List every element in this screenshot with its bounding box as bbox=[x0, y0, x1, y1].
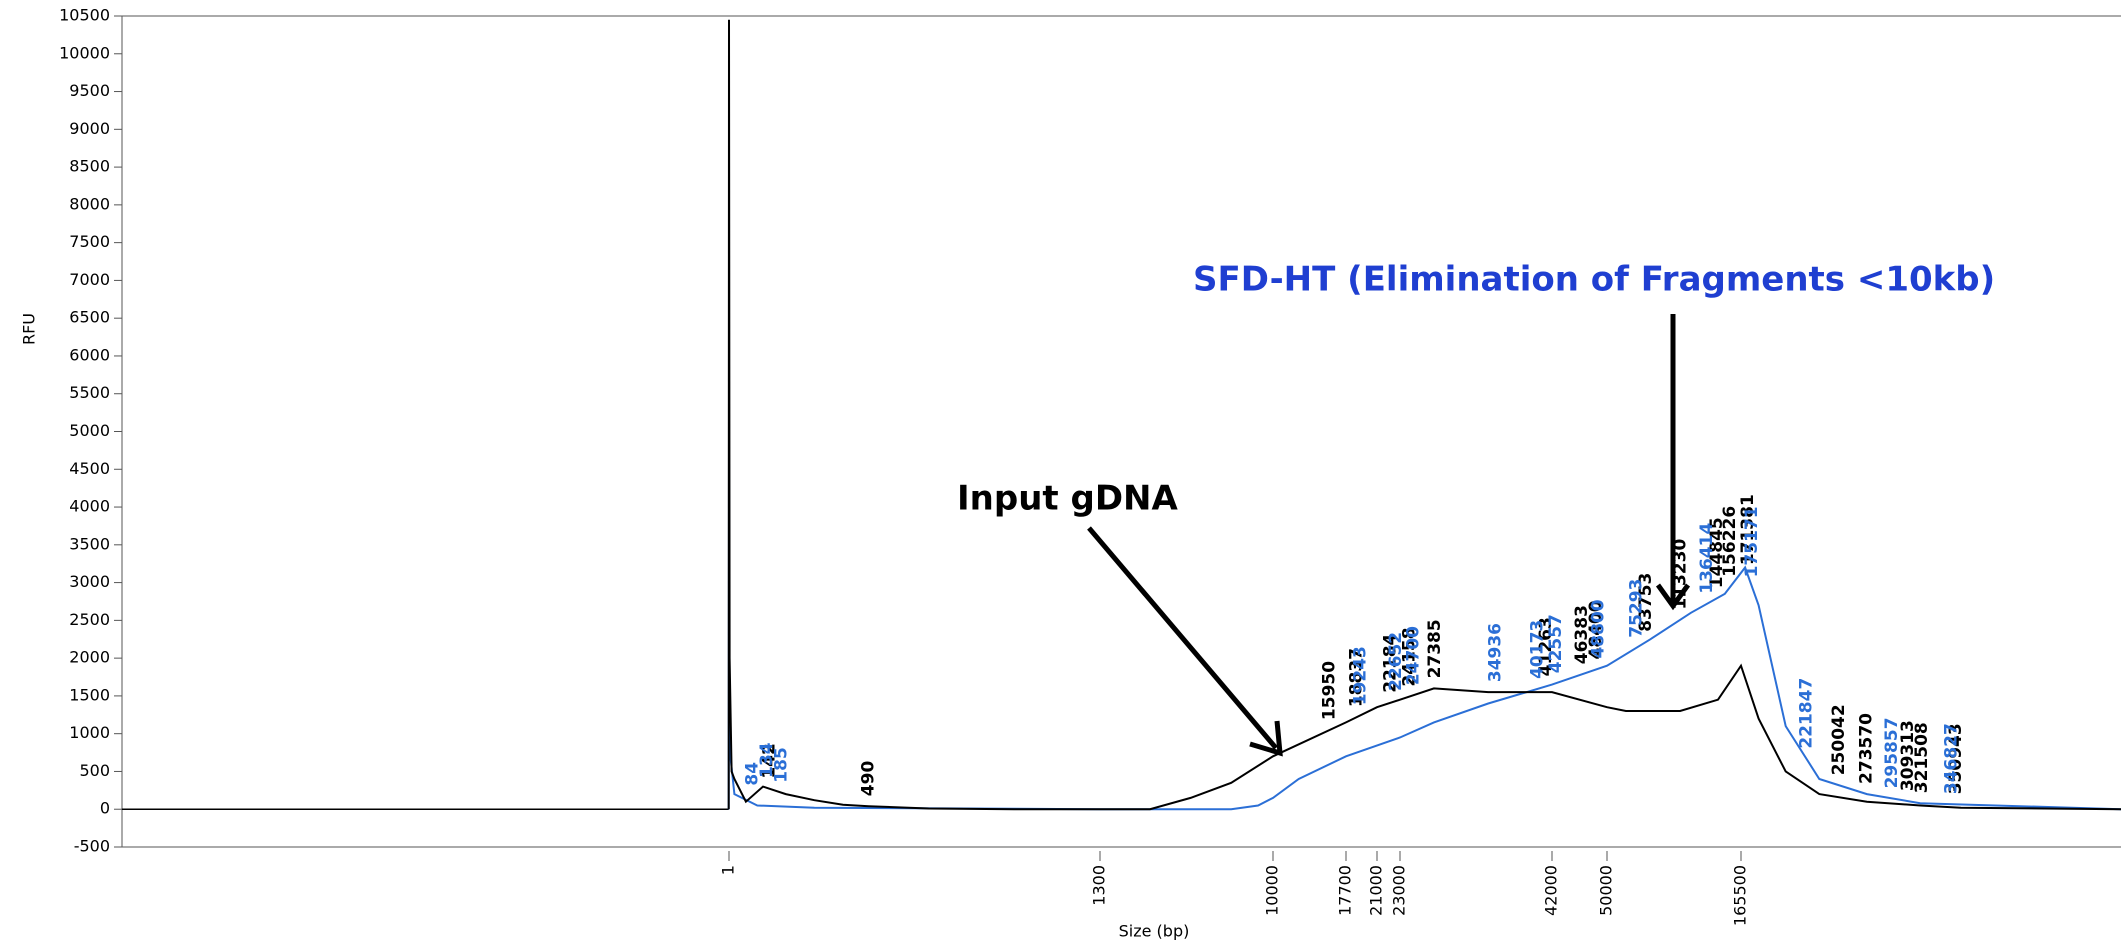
peak-label: 15950 bbox=[1319, 661, 1339, 720]
peak-label: 295857 bbox=[1882, 717, 1902, 788]
y-tick-label: 3500 bbox=[69, 534, 110, 553]
peak-label: 156226 bbox=[1720, 506, 1740, 577]
peak-label: 346827 bbox=[1941, 723, 1961, 794]
x-tick-label: 23000 bbox=[1390, 865, 1409, 916]
peak-label: 171381 bbox=[1738, 494, 1758, 565]
peak-label: 48400 bbox=[1586, 600, 1606, 659]
y-tick-label: 10500 bbox=[59, 6, 110, 25]
peak-label: 75293 bbox=[1626, 579, 1646, 638]
y-tick-label: 8000 bbox=[69, 194, 110, 213]
y-tick-label: 6500 bbox=[69, 308, 110, 327]
y-tick-label: 9000 bbox=[69, 119, 110, 138]
peak-label: 83753 bbox=[1636, 573, 1656, 632]
y-tick-label: 7000 bbox=[69, 270, 110, 289]
y-tick-label: 6000 bbox=[69, 345, 110, 364]
y-axis-label: RFU bbox=[20, 313, 39, 345]
peak-label: 18837 bbox=[1347, 648, 1367, 707]
peak-label: 48800 bbox=[1589, 599, 1609, 658]
x-tick-label: 17700 bbox=[1336, 865, 1355, 916]
x-tick-label: 21000 bbox=[1367, 865, 1386, 916]
peak-label: 24700 bbox=[1404, 626, 1424, 685]
peak-label: 40173 bbox=[1527, 620, 1547, 679]
x-tick-label: 50000 bbox=[1597, 865, 1616, 916]
peak-label: 273570 bbox=[1856, 713, 1876, 784]
y-tick-label: 4000 bbox=[69, 497, 110, 516]
x-tick-label: 1300 bbox=[1090, 865, 1109, 906]
peak-label: 221847 bbox=[1796, 678, 1816, 749]
peak-label: 22652 bbox=[1386, 632, 1406, 691]
y-tick-label: 1000 bbox=[69, 723, 110, 742]
peak-label: 142 bbox=[759, 743, 779, 779]
x-tick-label: 165500 bbox=[1731, 865, 1750, 926]
y-tick-label: 2500 bbox=[69, 610, 110, 629]
trace bbox=[727, 457, 2121, 811]
peak-label: 350943 bbox=[1946, 723, 1966, 794]
x-axis-label: Size (bp) bbox=[1119, 922, 1190, 941]
peak-label: 41263 bbox=[1536, 617, 1556, 676]
annotation: SFD-HT (Elimination of Fragments <10kb) bbox=[1193, 260, 1995, 300]
peak-label: 136414 bbox=[1697, 523, 1717, 594]
peak-label: 22184 bbox=[1381, 633, 1401, 692]
peak-label: 175171 bbox=[1742, 506, 1762, 577]
y-tick-label: 10000 bbox=[59, 43, 110, 62]
arrow-head bbox=[1655, 583, 1691, 611]
peak-label: 24158 bbox=[1399, 627, 1419, 686]
y-tick-label: 5000 bbox=[69, 421, 110, 440]
arrow bbox=[1087, 526, 1278, 750]
peak-label: 42557 bbox=[1546, 614, 1566, 673]
peak-label: 34936 bbox=[1485, 623, 1505, 682]
y-tick-label: 9500 bbox=[69, 81, 110, 100]
y-tick-label: 1500 bbox=[69, 685, 110, 704]
y-tick-label: 4500 bbox=[69, 459, 110, 478]
peak-label: 46383 bbox=[1572, 605, 1592, 664]
peak-label: 134 bbox=[757, 742, 777, 778]
peak-label: 309313 bbox=[1898, 720, 1918, 791]
y-tick-label: 500 bbox=[79, 761, 110, 780]
peak-label: 144845 bbox=[1707, 517, 1727, 588]
y-tick-label: -500 bbox=[74, 837, 110, 856]
x-tick-label: 1 bbox=[719, 865, 738, 875]
peak-label: 84 bbox=[743, 762, 763, 786]
y-tick-label: 8500 bbox=[69, 157, 110, 176]
annotation: Input gDNA bbox=[957, 479, 1179, 519]
peak-label: 321508 bbox=[1912, 722, 1932, 793]
peak-label: 250042 bbox=[1829, 704, 1849, 775]
x-tick-label: 42000 bbox=[1542, 865, 1561, 916]
peak-label: 27385 bbox=[1425, 619, 1445, 678]
trace bbox=[727, 19, 2121, 811]
peak-label: 185 bbox=[772, 747, 792, 783]
y-tick-label: 5500 bbox=[69, 383, 110, 402]
peak-label: 113230 bbox=[1670, 539, 1690, 610]
peak-label: 19243 bbox=[1350, 646, 1370, 705]
y-tick-label: 7500 bbox=[69, 232, 110, 251]
y-tick-label: 0 bbox=[100, 799, 110, 818]
y-tick-label: 3000 bbox=[69, 572, 110, 591]
peak-label: 490 bbox=[859, 761, 879, 797]
y-tick-label: 2000 bbox=[69, 648, 110, 667]
x-tick-label: 10000 bbox=[1263, 865, 1282, 916]
